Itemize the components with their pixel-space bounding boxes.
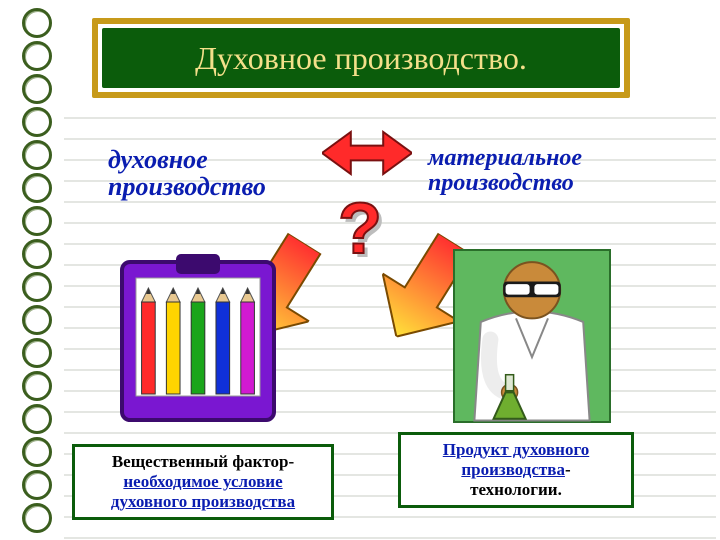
question-mark-glyph: ? (338, 188, 382, 270)
label-right-line2: производство (428, 171, 582, 196)
slide-root: Духовное производство. духовное производ… (0, 0, 720, 540)
caption-right-box: Продукт духовногопроизводства-технологии… (398, 432, 634, 508)
slide-title-text: Духовное производство. (195, 40, 527, 77)
caption-left-box: Вещественный фактор-необходимое условиед… (72, 444, 334, 520)
double-arrow-icon (322, 130, 412, 176)
label-spiritual-production: духовное производство (108, 146, 266, 201)
notebook-spiral (22, 8, 48, 532)
label-material-production: материальное производство (428, 146, 582, 196)
slide-title-box: Духовное производство. (92, 18, 630, 98)
clipboard-pencils-icon (118, 252, 278, 424)
label-right-line1: материальное (428, 146, 582, 171)
label-left-line1: духовное (108, 146, 266, 173)
caption-right-text: Продукт духовногопроизводства-технологии… (443, 440, 589, 500)
scientist-icon (452, 248, 612, 424)
label-left-line2: производство (108, 173, 266, 200)
caption-left-text: Вещественный фактор-необходимое условиед… (111, 452, 295, 512)
